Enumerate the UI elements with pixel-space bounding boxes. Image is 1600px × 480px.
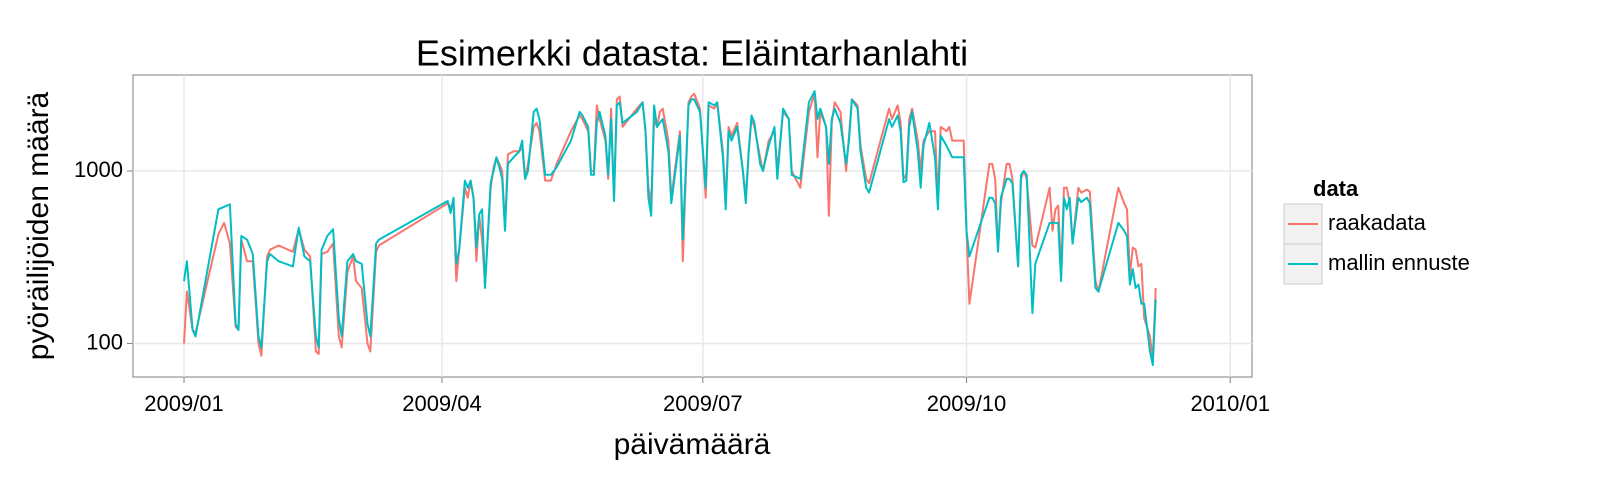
series-line <box>183 90 1157 367</box>
legend-label: raakadata <box>1328 210 1427 235</box>
legend-title: data <box>1313 176 1359 201</box>
x-tick-label: 2009/04 <box>402 391 482 416</box>
legend-label: mallin ennuste <box>1328 250 1470 275</box>
x-axis-label: päivämäärä <box>614 428 771 461</box>
chart-title: Esimerkki datasta: Eläintarhanlahti <box>416 33 968 74</box>
y-tick-label: 1000 <box>74 157 123 182</box>
x-tick-label: 2009/01 <box>144 391 224 416</box>
plot-panel <box>132 74 1253 378</box>
y-tick-label: 100 <box>86 329 123 354</box>
x-tick-label: 2010/01 <box>1190 391 1270 416</box>
y-axis-label: pyöräilijöiden määrä <box>22 91 55 360</box>
x-tick-label: 2009/07 <box>663 391 743 416</box>
x-tick-label: 2009/10 <box>927 391 1007 416</box>
